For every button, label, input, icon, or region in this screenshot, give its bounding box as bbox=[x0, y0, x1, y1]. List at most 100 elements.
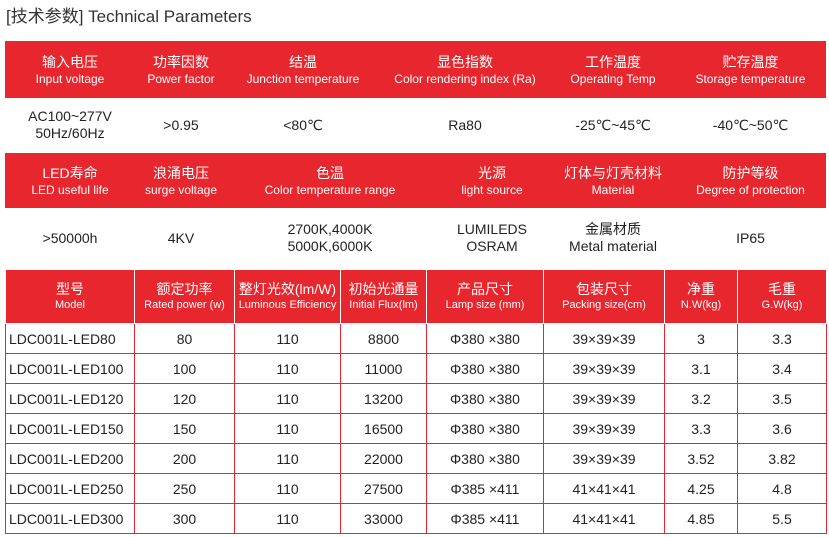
value-line-1: Ra80 bbox=[448, 116, 482, 133]
header-surge-voltage: 浪涌电压 surge voltage bbox=[135, 153, 227, 208]
cell-luminous-efficiency: 110 bbox=[234, 383, 341, 414]
header-label-zh: LED寿命 bbox=[42, 164, 98, 181]
header-lamp-size: 产品尺寸 Lamp size (mm) bbox=[426, 269, 544, 324]
header-label-zh: 初始光通量 bbox=[348, 281, 419, 297]
header-label-en: N.W(kg) bbox=[680, 299, 722, 311]
cell-rated-power: 100 bbox=[134, 353, 235, 384]
header-rated-power: 额定功率 Rated power (w) bbox=[134, 269, 235, 324]
header-label-en: Power factor bbox=[147, 71, 215, 86]
cell-model: LDC001L-LED150 bbox=[5, 413, 135, 444]
header-net-weight: 净重 N.W(kg) bbox=[664, 269, 738, 324]
cell-packing-size: 39×39×39 bbox=[543, 323, 665, 354]
header-label-zh: 功率因数 bbox=[153, 53, 209, 70]
cell-rated-power: 120 bbox=[134, 383, 235, 414]
cell-lamp-size: Φ385 ×411 bbox=[426, 473, 544, 504]
cell-luminous-efficiency: 110 bbox=[234, 353, 341, 384]
cell-gross-weight: 3.6 bbox=[737, 413, 827, 444]
cell-gross-weight: 4.8 bbox=[737, 473, 827, 504]
cell-model: LDC001L-LED100 bbox=[5, 353, 135, 384]
value-light-source: LUMILEDS OSRAM bbox=[433, 212, 551, 264]
header-model: 型号 Model bbox=[5, 269, 135, 324]
header-label-zh: 灯体与灯壳材料 bbox=[564, 164, 662, 181]
cell-packing-size: 39×39×39 bbox=[543, 383, 665, 414]
header-label-zh: 工作温度 bbox=[585, 53, 641, 70]
cell-initial-flux: 11000 bbox=[340, 353, 427, 384]
cell-luminous-efficiency: 110 bbox=[234, 473, 341, 504]
header-label-zh: 色温 bbox=[316, 164, 344, 181]
value-line-1: 金属材质 bbox=[585, 221, 641, 237]
cell-packing-size: 39×39×39 bbox=[543, 353, 665, 384]
header-label-zh: 净重 bbox=[687, 281, 715, 297]
header-label-en: G.W(kg) bbox=[761, 299, 803, 311]
value-line-2: 50Hz/60Hz bbox=[35, 125, 105, 141]
header-label-en: Junction temperature bbox=[246, 71, 360, 86]
header-label-en: light source bbox=[461, 182, 523, 197]
cell-initial-flux: 8800 bbox=[340, 323, 427, 354]
value-line-1: 2700K,4000K bbox=[287, 221, 373, 237]
header-label-zh: 整灯光效(lm/W) bbox=[238, 281, 337, 297]
cell-gross-weight: 3.82 bbox=[737, 443, 827, 474]
cell-lamp-size: Φ380 ×380 bbox=[426, 413, 544, 444]
table-header-row: 型号 Model 额定功率 Rated power (w) 整灯光效(lm/W) Lu… bbox=[5, 269, 827, 324]
header-gross-weight: 毛重 G.W(kg) bbox=[737, 269, 827, 324]
cell-packing-size: 39×39×39 bbox=[543, 413, 665, 444]
header-label-en: Color rendering index (Ra) bbox=[394, 71, 536, 86]
value-line-1: IP65 bbox=[736, 229, 765, 246]
cell-luminous-efficiency: 110 bbox=[234, 443, 341, 474]
header-label-en: Material bbox=[591, 182, 635, 197]
header-junction-temperature: 结温 Junction temperature bbox=[227, 41, 379, 98]
value-junction-temperature: <80℃ bbox=[227, 101, 379, 149]
header-label-zh: 产品尺寸 bbox=[457, 281, 513, 297]
cell-net-weight: 3 bbox=[664, 323, 738, 354]
header-label-zh: 型号 bbox=[56, 281, 84, 297]
header-initial-flux: 初始光通量 Initial Flux(lm) bbox=[340, 269, 427, 324]
value-led-useful-life: >50000h bbox=[5, 212, 135, 264]
value-color-rendering-index: Ra80 bbox=[379, 101, 551, 149]
cell-net-weight: 3.1 bbox=[664, 353, 738, 384]
value-line-1: AC100~277V bbox=[28, 108, 112, 124]
value-storage-temperature: -40℃~50℃ bbox=[675, 101, 826, 149]
cell-model: LDC001L-LED200 bbox=[5, 443, 135, 474]
cell-rated-power: 200 bbox=[134, 443, 235, 474]
page-title: [技术参数] Technical Parameters bbox=[6, 7, 252, 26]
table-row: LDC001L-LED80 80 110 8800 Φ380 ×380 39×39×39 3… bbox=[5, 323, 827, 354]
header-color-rendering-index: 显色指数 Color rendering index (Ra) bbox=[379, 41, 551, 98]
cell-gross-weight: 3.4 bbox=[737, 353, 827, 384]
cell-model: LDC001L-LED300 bbox=[5, 503, 135, 534]
cell-luminous-efficiency: 110 bbox=[234, 323, 341, 354]
header-label-zh: 显色指数 bbox=[437, 53, 493, 70]
value-line-1: 4KV bbox=[167, 229, 195, 246]
value-power-factor: >0.95 bbox=[135, 101, 227, 149]
cell-net-weight: 3.3 bbox=[664, 413, 738, 444]
header-label-zh: 结温 bbox=[289, 53, 317, 70]
value-input-voltage: AC100~277V 50Hz/60Hz bbox=[5, 101, 135, 149]
cell-lamp-size: Φ380 ×380 bbox=[426, 443, 544, 474]
cell-packing-size: 41×41×41 bbox=[543, 503, 665, 534]
header-label-en: Operating Temp bbox=[570, 71, 656, 86]
cell-gross-weight: 5.5 bbox=[737, 503, 827, 534]
value-line-2: OSRAM bbox=[466, 238, 518, 254]
header-luminous-efficiency: 整灯光效(lm/W) Luminous Efficiency bbox=[234, 269, 341, 324]
header-label-en: surge voltage bbox=[144, 182, 218, 197]
value-surge-voltage: 4KV bbox=[135, 212, 227, 264]
header-label-en: Packing size(cm) bbox=[562, 299, 646, 311]
header-label-zh: 包装尺寸 bbox=[576, 281, 632, 297]
header-label-en: LED useful life bbox=[31, 182, 109, 197]
value-line-1: <80℃ bbox=[283, 116, 323, 133]
table-row: LDC001L-LED100 100 110 11000 Φ380 ×380 39×39×… bbox=[5, 353, 827, 384]
header-label-en: Input voltage bbox=[35, 71, 105, 86]
header-label-zh: 额定功率 bbox=[156, 281, 213, 297]
model-spec-table: 型号 Model 额定功率 Rated power (w) 整灯光效(lm/W) Lu… bbox=[5, 269, 827, 534]
header-power-factor: 功率因数 Power factor bbox=[135, 41, 227, 98]
cell-model: LDC001L-LED120 bbox=[5, 383, 135, 414]
header-degree-of-protection: 防护等级 Degree of protection bbox=[675, 153, 826, 208]
header-label-en: Storage temperature bbox=[695, 71, 806, 86]
cell-initial-flux: 16500 bbox=[340, 413, 427, 444]
value-line-2: Metal material bbox=[569, 238, 657, 254]
cell-net-weight: 4.25 bbox=[664, 473, 738, 504]
cell-initial-flux: 13200 bbox=[340, 383, 427, 414]
header-light-source: 光源 light source bbox=[433, 153, 551, 208]
header-operating-temp: 工作温度 Operating Temp bbox=[551, 41, 675, 98]
cell-rated-power: 80 bbox=[134, 323, 235, 354]
value-operating-temp: -25℃~45℃ bbox=[551, 101, 675, 149]
